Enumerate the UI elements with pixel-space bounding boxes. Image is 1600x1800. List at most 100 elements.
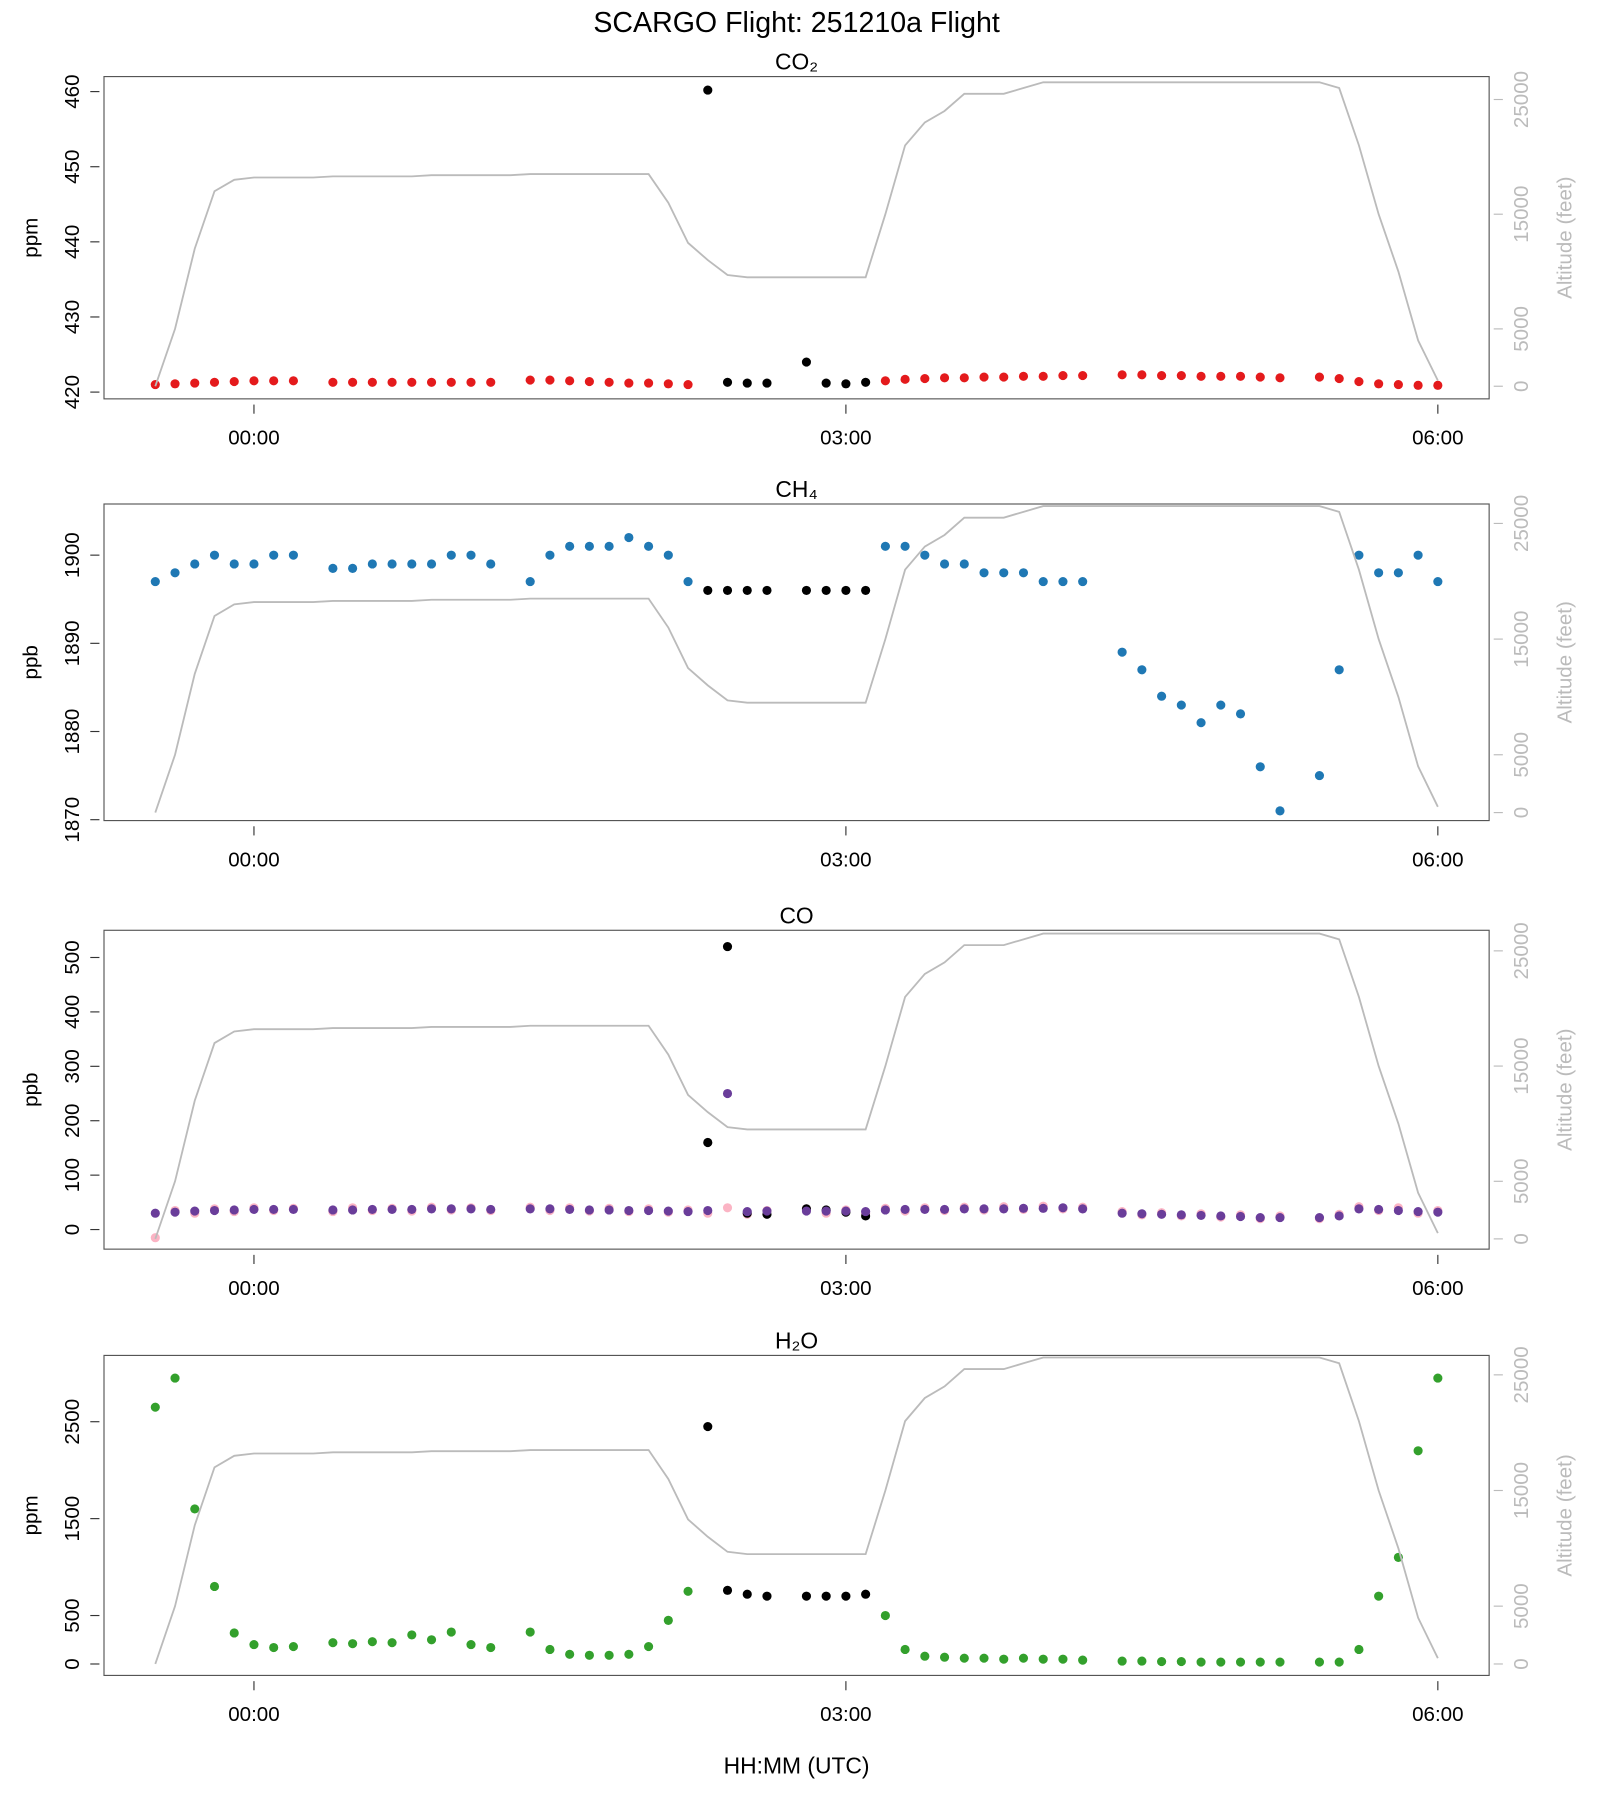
data-point <box>1058 577 1068 587</box>
y2-tick-label: 5000 <box>1510 1583 1533 1629</box>
data-point <box>959 559 969 569</box>
data-point <box>348 377 358 387</box>
y-tick-label: 0 <box>61 1658 84 1669</box>
data-point <box>920 374 930 384</box>
y2-tick-label: 25000 <box>1510 1346 1533 1403</box>
data-point <box>387 1638 397 1648</box>
data-point <box>1038 1654 1048 1664</box>
data-point <box>1018 1203 1029 1213</box>
data-point <box>722 942 733 952</box>
data-point <box>1413 380 1423 390</box>
y2-axis-label: Altitude (feet) <box>1553 601 1576 723</box>
data-point <box>1018 568 1029 578</box>
data-point <box>742 585 752 595</box>
data-point <box>190 1504 200 1514</box>
data-point <box>703 1421 713 1432</box>
y-tick-label: 0 <box>61 1224 84 1235</box>
data-point <box>170 568 180 578</box>
data-point <box>1334 374 1344 384</box>
data-point <box>1374 1204 1384 1214</box>
x-tick-label: 06:00 <box>1412 1703 1463 1726</box>
y2-tick-label: 25000 <box>1510 71 1533 128</box>
data-point <box>1275 373 1285 383</box>
data-point <box>959 1204 969 1214</box>
data-point <box>703 585 713 595</box>
data-point <box>762 378 772 388</box>
y-tick-label: 440 <box>61 225 84 259</box>
data-point <box>387 559 397 569</box>
data-point <box>1038 371 1048 381</box>
data-point <box>1314 1657 1325 1667</box>
altitude-line <box>154 932 1439 1240</box>
y2-tick-label: 15000 <box>1510 611 1533 668</box>
data-point <box>466 377 476 387</box>
data-point <box>1078 577 1088 587</box>
data-point <box>1393 1205 1403 1216</box>
data-point <box>762 1206 772 1216</box>
data-point <box>999 568 1009 578</box>
y2-tick-label: 5000 <box>1510 1158 1533 1204</box>
data-point <box>367 1204 377 1214</box>
data-point <box>742 1207 752 1217</box>
data-point <box>841 585 851 595</box>
data-point <box>1157 1209 1167 1219</box>
data-point <box>348 1639 358 1649</box>
x-tick-label: 00:00 <box>228 848 279 871</box>
data-point <box>1374 379 1384 389</box>
data-point <box>624 378 634 388</box>
y-tick-label: 450 <box>61 150 84 184</box>
data-point <box>545 1204 555 1214</box>
data-point <box>939 1204 950 1214</box>
data-point <box>979 372 989 382</box>
y2-tick-label: 0 <box>1510 381 1533 392</box>
x-tick-label: 06:00 <box>1412 427 1463 450</box>
data-point <box>1393 380 1403 390</box>
plot-frame <box>103 503 1490 822</box>
data-point <box>446 1204 456 1214</box>
data-point <box>1334 1657 1344 1667</box>
data-point <box>1275 1657 1285 1667</box>
altitude-line <box>154 1356 1439 1665</box>
data-point <box>1117 1656 1127 1666</box>
data-point <box>841 1591 851 1601</box>
data-point <box>1314 372 1325 382</box>
data-point <box>1275 806 1285 816</box>
y-tick-label: 500 <box>61 1598 84 1632</box>
data-point <box>249 559 259 569</box>
data-point <box>584 1205 594 1215</box>
plot-frame <box>103 1354 1490 1676</box>
data-point <box>269 1204 279 1214</box>
data-point <box>229 559 239 569</box>
data-point <box>624 1649 634 1659</box>
data-point <box>1196 718 1206 728</box>
data-point <box>1196 1657 1206 1667</box>
data-point <box>288 1204 298 1214</box>
altitude-line <box>154 505 1439 813</box>
y2-tick-label: 25000 <box>1510 495 1533 552</box>
data-point <box>150 577 160 587</box>
data-point <box>1255 1657 1265 1667</box>
data-point <box>269 550 279 560</box>
data-point <box>841 1206 851 1216</box>
data-point <box>683 577 693 587</box>
data-point <box>959 1653 969 1663</box>
y-tick-label: 400 <box>61 995 84 1029</box>
data-point <box>545 1644 555 1655</box>
y-tick-label: 1900 <box>61 532 84 578</box>
y2-tick-label: 5000 <box>1510 732 1533 778</box>
data-point <box>446 377 456 387</box>
y-tick-label: 1880 <box>61 709 84 755</box>
data-point <box>920 1204 930 1214</box>
data-point <box>229 1628 239 1638</box>
altitude-line <box>154 81 1439 387</box>
data-point <box>979 1204 989 1214</box>
data-point <box>1176 1656 1186 1667</box>
data-point <box>466 1204 476 1214</box>
panel-title: CO <box>779 902 813 928</box>
y-tick-label: 420 <box>61 375 84 409</box>
data-point <box>1137 370 1147 380</box>
data-point <box>1413 550 1423 560</box>
data-point <box>466 550 476 560</box>
data-point <box>190 378 200 388</box>
data-point <box>209 1581 220 1592</box>
